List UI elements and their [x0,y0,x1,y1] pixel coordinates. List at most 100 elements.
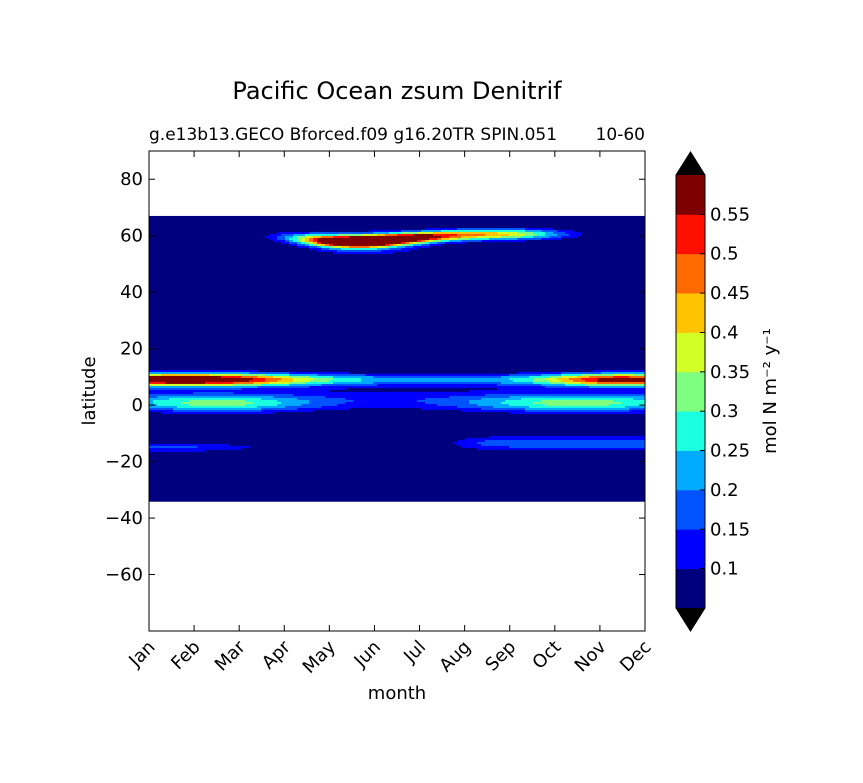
contour-cell [149,303,645,307]
contour-cell [373,381,502,385]
contour-cell [333,245,342,249]
contour-cell [265,235,278,239]
contour-cell [149,401,154,405]
contour-cell [433,233,458,237]
contour-cell [149,223,645,227]
contour-cell [273,375,290,379]
contour-cell [149,321,645,325]
contour-cell [549,381,566,385]
contour-cell [389,231,402,235]
chart-subtitle-right: 10-60 [596,125,645,145]
contour-cell [337,233,362,237]
chart-subtitle-left: g.e13b13.GECO Bforced.f09 g16.20TR SPIN.… [149,125,557,145]
contour-cell [149,263,645,267]
contour-cell [149,217,645,221]
contour-cell [441,235,450,239]
contour-cell [149,349,645,353]
contour-cell [309,399,354,403]
contour-cell [261,397,298,401]
contour-cell [509,445,645,449]
contour-cell [149,315,645,319]
contour-cell [149,299,645,303]
contour-cell [149,305,645,309]
contour-cell [469,399,506,403]
contour-cell [497,387,645,391]
contour-cell [249,371,290,375]
contour-cell [549,375,562,379]
contour-cell [149,351,645,355]
contour-cell [521,235,534,239]
contour-cell [149,417,645,421]
contour-cell [149,311,645,315]
contour-cell [585,379,598,383]
contour-cell [365,373,510,377]
contour-cell [529,375,550,379]
contour-cell [333,381,374,385]
contour-cell [149,455,645,459]
contour-cell [461,235,478,239]
contour-cell [149,269,645,273]
contour-cell [149,413,645,417]
contour-cell [525,239,645,243]
contour-cell [189,399,246,403]
contour-cell [509,411,645,415]
contour-cell [457,233,486,237]
contour-cell [545,403,610,407]
contour-cell [149,369,258,373]
contour-cell [197,445,250,449]
contour-cell [425,397,482,401]
contour-cell [317,237,430,241]
contour-cell [265,377,282,381]
contour-cell [149,343,645,347]
contour-cell [541,237,562,241]
contour-cell [597,381,645,385]
contour-cell [441,239,450,243]
contour-cell [469,237,490,241]
contour-cell [313,235,322,239]
contour-cell [149,381,166,385]
contour-cell [257,385,310,389]
contour-cell [481,239,526,243]
contour-cell [545,233,558,237]
contour-cell [289,239,294,243]
contour-cell [385,233,398,237]
contour-cell [393,251,645,255]
contour-cell [585,383,645,387]
contour-cell [149,329,645,333]
contour-cell [173,409,262,413]
contour-cell [149,483,645,487]
contour-cell [149,323,645,327]
contour-cell [497,383,542,387]
contour-cell [293,393,486,397]
contour-cell [373,231,390,235]
contour-cell [437,237,442,241]
contour-cell [149,437,466,441]
contour-cell [165,381,206,385]
contour-cell [309,379,330,383]
contour-cell [149,367,645,371]
contour-cell [321,235,334,239]
contour-cell [345,401,426,405]
contour-cell [249,379,266,383]
contour-cell [313,377,334,381]
contour-cell [345,387,498,391]
contour-cell [257,405,286,409]
contour-cell [553,227,645,231]
colorbar-tick-label: 0.35 [710,362,750,383]
contour-cell [321,383,378,387]
contour-cell [573,379,586,383]
contour-cell [361,233,378,237]
contour-cell [149,227,426,231]
contour-cell [561,237,645,241]
contour-cell [149,451,645,455]
contour-cell [317,239,418,243]
contour-cell [161,411,274,415]
contour-cell [293,239,298,243]
contour-cell [149,433,645,437]
contour-cell [341,247,378,251]
contour-cell [149,439,458,443]
contour-cell [257,369,594,373]
contour-cell [581,231,645,235]
contour-cell [253,381,270,385]
contour-cell [273,239,286,243]
